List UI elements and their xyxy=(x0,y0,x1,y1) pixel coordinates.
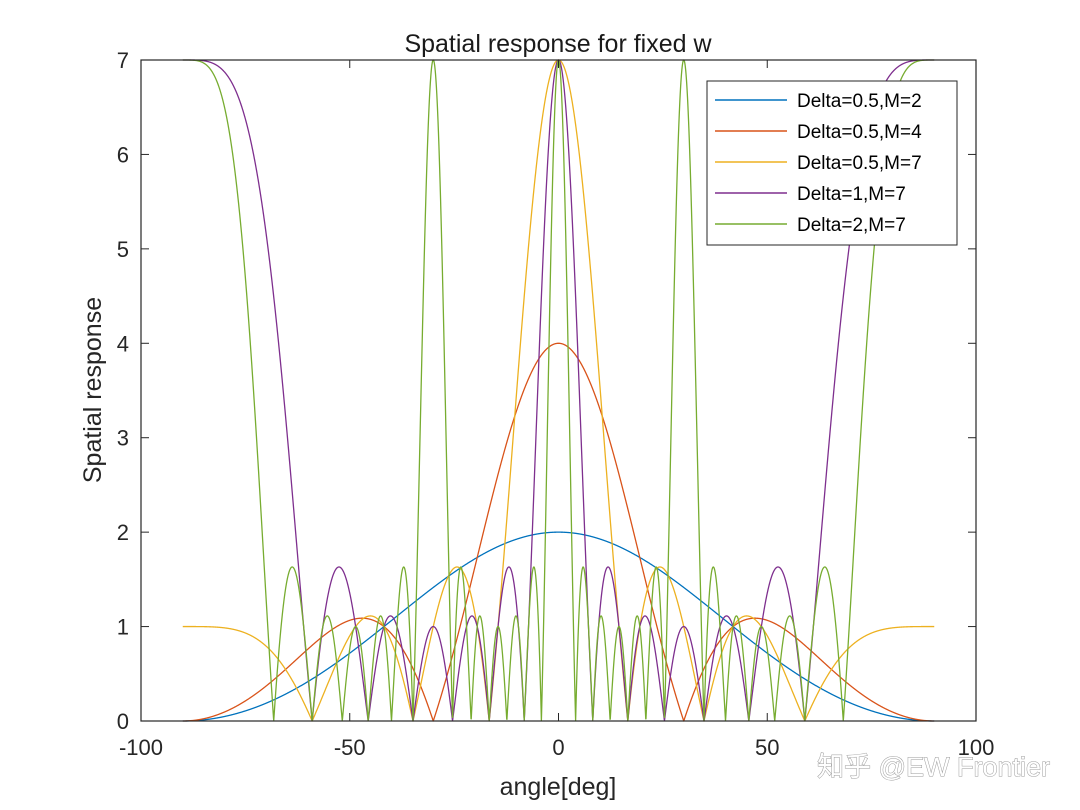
series-line-2 xyxy=(182,342,935,722)
x-tick-label: -50 xyxy=(334,735,366,760)
x-tick-label: 50 xyxy=(755,735,779,760)
x-tick-label: 0 xyxy=(552,735,564,760)
legend-label-2: Delta=0.5,M=4 xyxy=(797,122,922,143)
y-tick-label: 4 xyxy=(117,331,129,356)
y-tick-label: 2 xyxy=(117,520,129,545)
legend-label-4: Delta=1,M=7 xyxy=(797,184,906,205)
legend: Delta=0.5,M=2 Delta=0.5,M=4 Delta=0.5,M=7 D… xyxy=(706,80,958,246)
legend-entries: Delta=0.5,M=2 Delta=0.5,M=4 Delta=0.5,M=7 D… xyxy=(715,91,922,236)
y-tick-label: 1 xyxy=(117,615,129,640)
y-tick-label: 6 xyxy=(117,142,129,167)
x-tick-label: -100 xyxy=(119,735,163,760)
legend-label-1: Delta=0.5,M=2 xyxy=(797,91,922,112)
legend-box xyxy=(706,80,958,246)
chart-title: Spatial response for fixed w xyxy=(404,30,712,58)
y-tick-label: 7 xyxy=(117,48,129,73)
watermark-text: 知乎 @EW Frontier xyxy=(817,752,1050,782)
tick-layer: -100 -50 0 50 100 0 1 2 3 4 5 6 7 xyxy=(117,48,995,760)
x-tick-label: 100 xyxy=(958,735,995,760)
y-axis-title: Spatial response xyxy=(79,297,107,483)
x-axis-title: angle[deg] xyxy=(500,773,617,801)
y-tick-label: 3 xyxy=(117,426,129,451)
y-tick-label: 5 xyxy=(117,237,129,262)
legend-label-3: Delta=0.5,M=7 xyxy=(797,153,922,174)
legend-label-5: Delta=2,M=7 xyxy=(797,215,906,236)
y-tick-label: 0 xyxy=(117,709,129,734)
